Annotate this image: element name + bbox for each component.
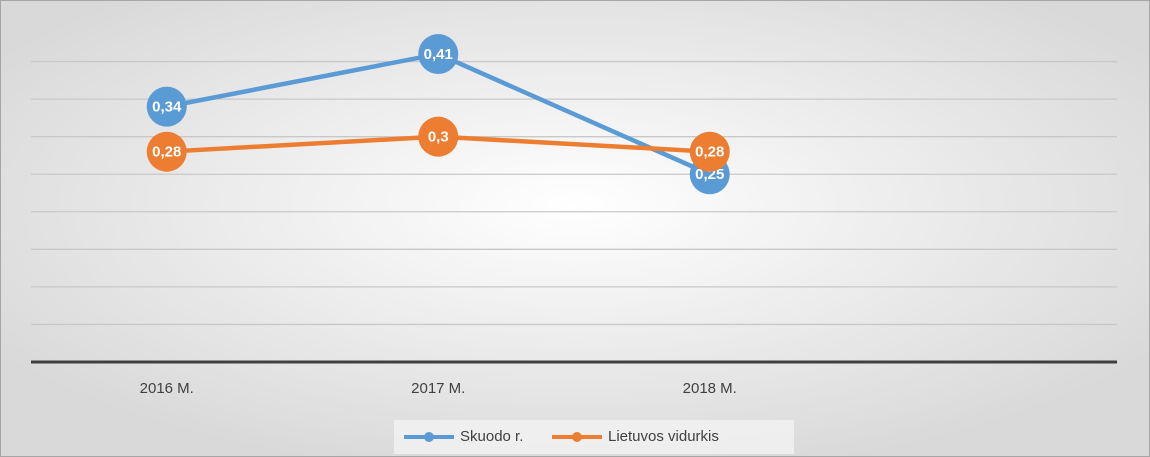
grid: 2016 M. 2017 M. 2018 M.: [31, 60, 1117, 397]
x-tick-label: 2016 M.: [140, 380, 194, 397]
data-label: 0,34: [152, 99, 182, 116]
data-label: 0,28: [695, 144, 724, 161]
marker: [418, 34, 459, 75]
legend-marker: [424, 432, 434, 442]
data-label: 0,41: [424, 46, 453, 63]
legend-marker: [572, 432, 582, 442]
marker: [146, 131, 187, 172]
marker: [418, 116, 459, 157]
marker: [146, 86, 187, 127]
legend-label: Skuodo r.: [460, 428, 523, 445]
data-label: 0,3: [428, 129, 449, 146]
plot: 0,34 0,41 0,25 0,28 0,3 0,28: [146, 34, 730, 195]
data-label: 0,28: [152, 144, 181, 161]
x-tick-label: 2017 M.: [411, 380, 465, 397]
x-tick-label: 2018 M.: [683, 380, 737, 397]
legend-label: Lietuvos vidurkis: [608, 428, 719, 445]
data-label: 0,25: [695, 166, 724, 183]
marker: [689, 131, 730, 172]
legend: Skuodo r. Lietuvos vidurkis: [394, 420, 794, 454]
